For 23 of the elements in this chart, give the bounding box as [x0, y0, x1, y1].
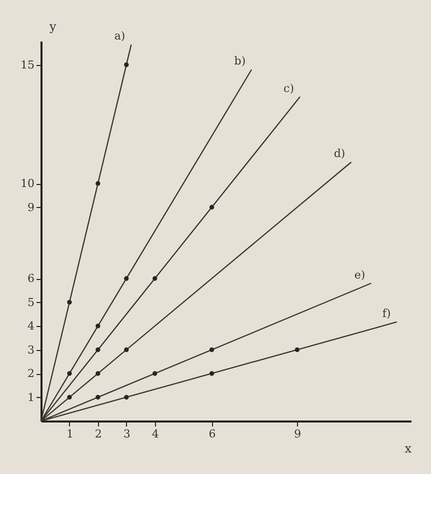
x-axis-title: x — [404, 442, 412, 456]
x-tick-label: 6 — [208, 428, 216, 440]
x-tick-label: 3 — [123, 428, 130, 440]
y-tick-label: 9 — [28, 200, 34, 214]
y-tick-label: 3 — [28, 343, 34, 356]
series-label: d) — [334, 147, 346, 160]
y-tick-label: 4 — [28, 320, 34, 332]
x-tick-label: 2 — [94, 428, 102, 440]
y-tick-label: 15 — [20, 58, 34, 72]
series-label: a) — [114, 30, 126, 43]
y-tick-label: 2 — [28, 367, 34, 380]
series-label: f) — [382, 306, 391, 320]
x-tick-label: 4 — [152, 428, 159, 440]
y-tick-label: 10 — [20, 177, 34, 190]
y-tick-label: 1 — [28, 390, 34, 404]
series-label: b) — [234, 54, 246, 68]
series-label: e) — [354, 268, 366, 282]
y-axis-title: y — [48, 20, 56, 34]
series-label: c) — [284, 82, 294, 95]
y-tick-label: 5 — [28, 296, 34, 309]
x-tick-label: 9 — [294, 428, 302, 440]
x-tick-label: 1 — [66, 428, 74, 440]
y-tick-label: 6 — [28, 272, 34, 285]
